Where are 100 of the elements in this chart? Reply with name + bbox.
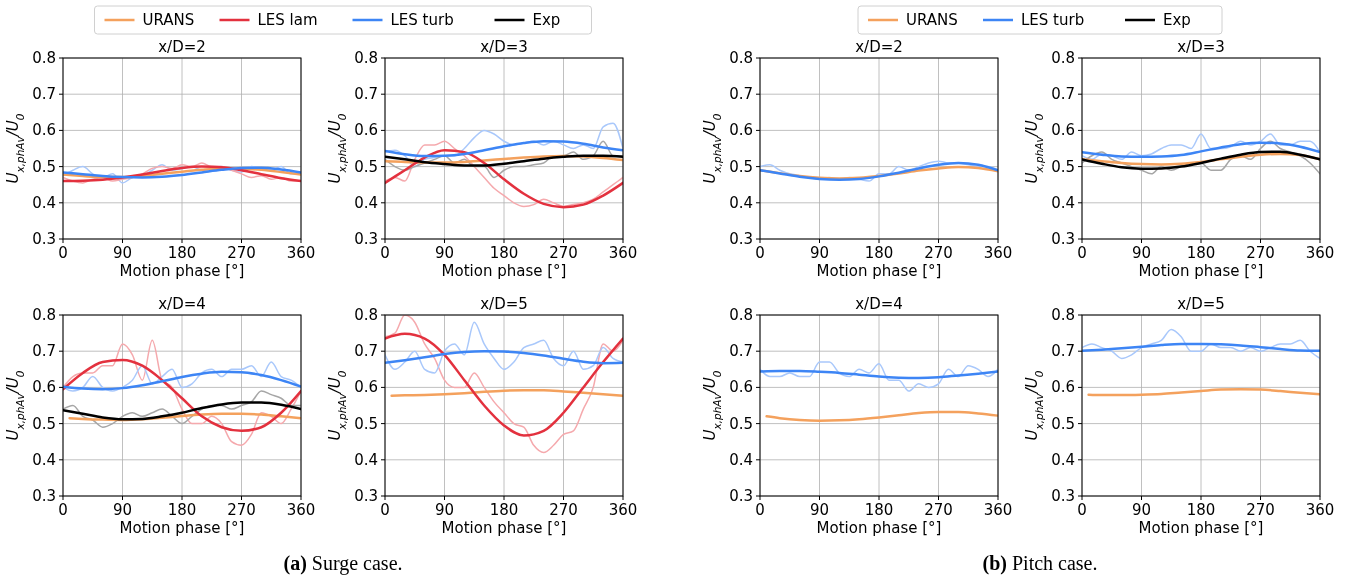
- y-tick-label: 0.8: [354, 49, 378, 67]
- x-tick-label: 180: [167, 244, 197, 262]
- x-tick-label: 270: [549, 244, 578, 262]
- x-tick-label: 0: [380, 501, 390, 519]
- x-tick-label: 90: [1131, 501, 1152, 519]
- x-axis-title: Motion phase [°]: [119, 519, 245, 537]
- chart-title: x/D=2: [855, 38, 903, 56]
- x-tick-label: 180: [1186, 501, 1216, 519]
- x-tick-label: 90: [112, 244, 133, 262]
- y-tick-label: 0.8: [354, 306, 378, 324]
- legend-label: URANS: [906, 11, 958, 29]
- x-tick-label: 180: [1186, 244, 1216, 262]
- x-tick-label: 180: [864, 244, 894, 262]
- y-tick-label: 0.6: [32, 378, 56, 397]
- legend-label: LES lam: [257, 11, 318, 29]
- y-tick-label: 0.7: [32, 342, 56, 361]
- y-tick-label: 0.5: [354, 157, 378, 176]
- legend-label: Exp: [1163, 11, 1191, 29]
- x-tick-label: 180: [864, 501, 894, 519]
- y-tick-label: 0.5: [729, 414, 753, 433]
- chart-title: x/D=2: [158, 38, 206, 56]
- y-tick-label: 0.7: [354, 85, 378, 104]
- chart-title: x/D=5: [1177, 295, 1225, 313]
- y-tick-label: 0.4: [32, 450, 56, 469]
- y-tick-label: 0.6: [354, 121, 378, 140]
- y-tick-label: 0.7: [1051, 342, 1075, 361]
- y-tick-label: 0.7: [354, 342, 378, 361]
- y-tick-label: 0.5: [354, 414, 378, 433]
- y-tick-label: 0.8: [1051, 306, 1075, 324]
- x-axis-title: Motion phase [°]: [816, 519, 942, 537]
- y-tick-label: 0.3: [32, 487, 56, 505]
- y-tick-label: 0.8: [729, 306, 753, 324]
- x-tick-label: 360: [983, 244, 1013, 262]
- y-tick-label: 0.5: [1051, 414, 1075, 433]
- x-tick-label: 270: [1246, 501, 1275, 519]
- y-tick-label: 0.6: [1051, 121, 1075, 140]
- chart-title: x/D=4: [855, 295, 903, 313]
- x-tick-label: 270: [924, 244, 953, 262]
- x-tick-label: 0: [1077, 244, 1087, 262]
- y-tick-label: 0.5: [32, 414, 56, 433]
- y-tick-label: 0.6: [32, 121, 56, 140]
- x-tick-label: 270: [227, 244, 256, 262]
- y-tick-label: 0.3: [354, 230, 378, 248]
- y-tick-label: 0.3: [32, 230, 56, 248]
- y-tick-label: 0.7: [32, 85, 56, 104]
- x-tick-label: 0: [755, 244, 765, 262]
- y-tick-label: 0.3: [1051, 230, 1075, 248]
- x-tick-label: 90: [434, 501, 455, 519]
- y-tick-label: 0.4: [354, 193, 378, 212]
- y-tick-label: 0.3: [354, 487, 378, 505]
- y-tick-label: 0.8: [729, 49, 753, 67]
- text: (b) Pitch case.: [982, 552, 1098, 575]
- x-tick-label: 180: [167, 501, 197, 519]
- y-tick-label: 0.4: [1051, 450, 1075, 469]
- y-tick-label: 0.3: [1051, 487, 1075, 505]
- x-tick-label: 270: [1246, 244, 1275, 262]
- y-tick-label: 0.6: [729, 121, 753, 140]
- y-tick-label: 0.6: [354, 378, 378, 397]
- x-tick-label: 180: [489, 244, 519, 262]
- chart-title: x/D=3: [480, 38, 528, 56]
- y-tick-label: 0.7: [729, 85, 753, 104]
- chart-title: x/D=5: [480, 295, 528, 313]
- x-tick-label: 0: [1077, 501, 1087, 519]
- chart-title: x/D=4: [158, 295, 206, 313]
- chart-title: x/D=3: [1177, 38, 1225, 56]
- x-tick-label: 0: [58, 244, 68, 262]
- y-tick-label: 0.4: [1051, 193, 1075, 212]
- x-axis-title: Motion phase [°]: [1138, 262, 1264, 280]
- legend-label: LES turb: [390, 11, 454, 29]
- x-tick-label: 270: [924, 501, 953, 519]
- x-axis-title: Motion phase [°]: [441, 262, 567, 280]
- y-tick-label: 0.8: [1051, 49, 1075, 67]
- y-tick-label: 0.8: [32, 49, 56, 67]
- x-axis-title: Motion phase [°]: [1138, 519, 1264, 537]
- y-tick-label: 0.3: [729, 230, 753, 248]
- x-tick-label: 180: [489, 501, 519, 519]
- y-tick-label: 0.4: [729, 193, 753, 212]
- x-tick-label: 90: [112, 501, 133, 519]
- x-tick-label: 90: [1131, 244, 1152, 262]
- y-tick-label: 0.3: [729, 487, 753, 505]
- x-tick-label: 90: [434, 244, 455, 262]
- x-tick-label: 360: [286, 244, 316, 262]
- x-tick-label: 0: [58, 501, 68, 519]
- x-tick-label: 360: [1305, 244, 1335, 262]
- x-tick-label: 360: [608, 501, 638, 519]
- x-tick-label: 360: [286, 501, 316, 519]
- text: (a) Surge case.: [283, 552, 403, 575]
- x-axis-title: Motion phase [°]: [441, 519, 567, 537]
- x-tick-label: 90: [809, 501, 830, 519]
- x-axis-title: Motion phase [°]: [119, 262, 245, 280]
- x-tick-label: 0: [380, 244, 390, 262]
- y-tick-label: 0.7: [1051, 85, 1075, 104]
- y-tick-label: 0.6: [1051, 378, 1075, 397]
- x-tick-label: 360: [1305, 501, 1335, 519]
- legend-label: Exp: [532, 11, 561, 29]
- x-axis-title: Motion phase [°]: [816, 262, 942, 280]
- x-tick-label: 360: [608, 244, 638, 262]
- x-tick-label: 0: [755, 501, 765, 519]
- y-tick-label: 0.6: [729, 378, 753, 397]
- y-tick-label: 0.4: [32, 193, 56, 212]
